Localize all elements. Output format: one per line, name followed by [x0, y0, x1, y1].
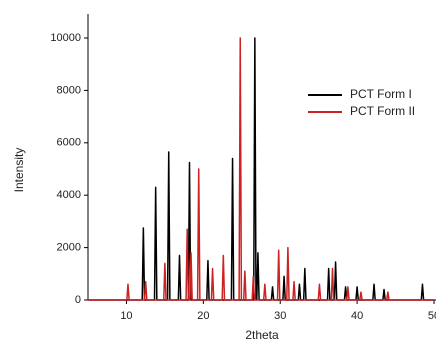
y-tick-label: 2000 — [57, 242, 81, 254]
legend-label: PCT Form II — [350, 104, 415, 118]
x-tick-label: 50 — [428, 310, 436, 322]
x-tick-label: 10 — [120, 310, 132, 322]
y-axis-label: Intensity — [12, 148, 26, 193]
x-tick-label: 40 — [351, 310, 363, 322]
y-tick-label: 6000 — [57, 137, 81, 149]
x-tick-label: 30 — [274, 310, 286, 322]
legend-label: PCT Form I — [350, 87, 412, 101]
y-tick-label: 4000 — [57, 189, 81, 201]
data-line — [88, 37, 434, 301]
y-tick-label: 0 — [75, 294, 81, 306]
y-tick-label: 10000 — [50, 32, 81, 44]
x-tick-label: 20 — [197, 310, 209, 322]
y-tick-label: 8000 — [57, 84, 81, 96]
data-line — [88, 37, 434, 301]
x-axis-label: 2theta — [245, 328, 279, 342]
